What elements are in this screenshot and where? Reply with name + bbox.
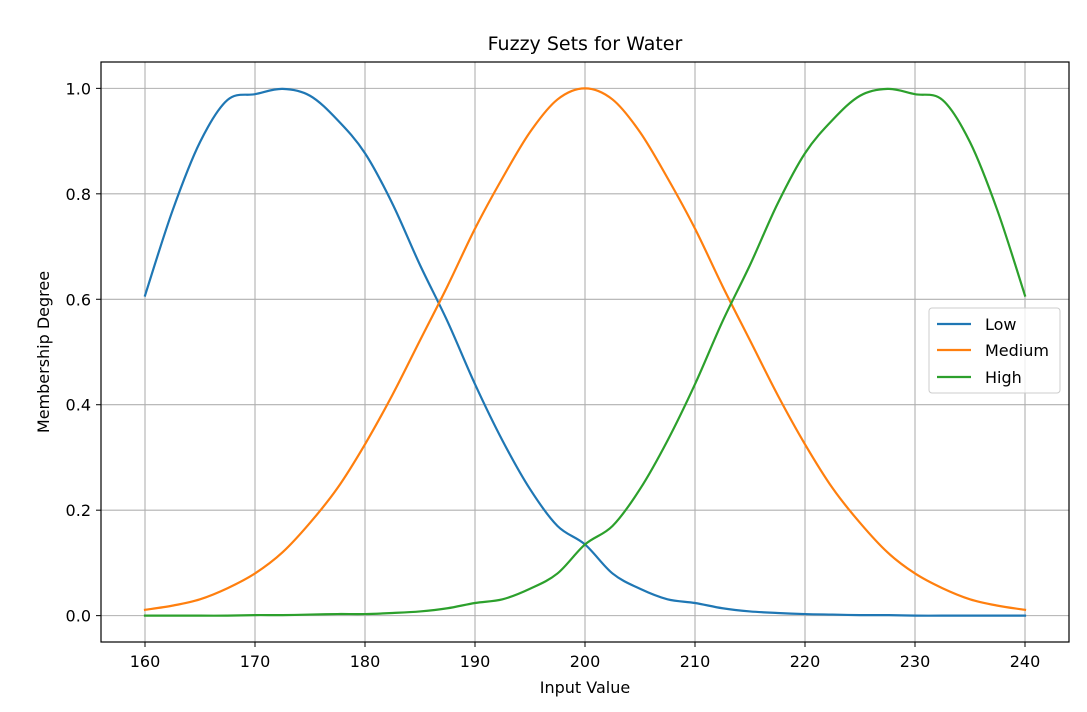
series-lines (143, 87, 1027, 617)
x-tick-label: 160 (130, 652, 161, 671)
y-tick-label: 0.6 (66, 290, 91, 309)
y-tick-label: 0.2 (66, 501, 91, 520)
x-tick-label: 200 (570, 652, 601, 671)
y-tick-label: 0.8 (66, 185, 91, 204)
x-tick-label: 170 (240, 652, 271, 671)
legend-box (928, 307, 1061, 394)
legend: Low Medium High (928, 307, 1061, 394)
series-line-high (143, 87, 1027, 617)
axis-ticks: 160 170 180 190 200 210 220 230 240 0.0 0.2 0.4 0.6 0… (66, 79, 1041, 671)
y-tick-label: 1.0 (66, 79, 91, 98)
x-tick-label: 230 (900, 652, 931, 671)
series-line-medium (143, 87, 1027, 612)
legend-label-low: Low (985, 315, 1017, 334)
x-tick-label: 220 (790, 652, 821, 671)
x-tick-label: 210 (680, 652, 711, 671)
x-tick-label: 180 (350, 652, 381, 671)
chart-title: Fuzzy Sets for Water (488, 33, 683, 55)
legend-label-medium: Medium (985, 341, 1049, 360)
y-tick-label: 0.4 (66, 396, 91, 415)
x-tick-label: 240 (1010, 652, 1041, 671)
grid (101, 62, 1069, 642)
y-axis-label: Membership Degree (34, 271, 53, 433)
x-tick-label: 190 (460, 652, 491, 671)
y-tick-label: 0.0 (66, 607, 91, 626)
series-line-low (143, 87, 1027, 617)
x-axis-label: Input Value (540, 678, 630, 697)
legend-label-high: High (985, 368, 1022, 387)
